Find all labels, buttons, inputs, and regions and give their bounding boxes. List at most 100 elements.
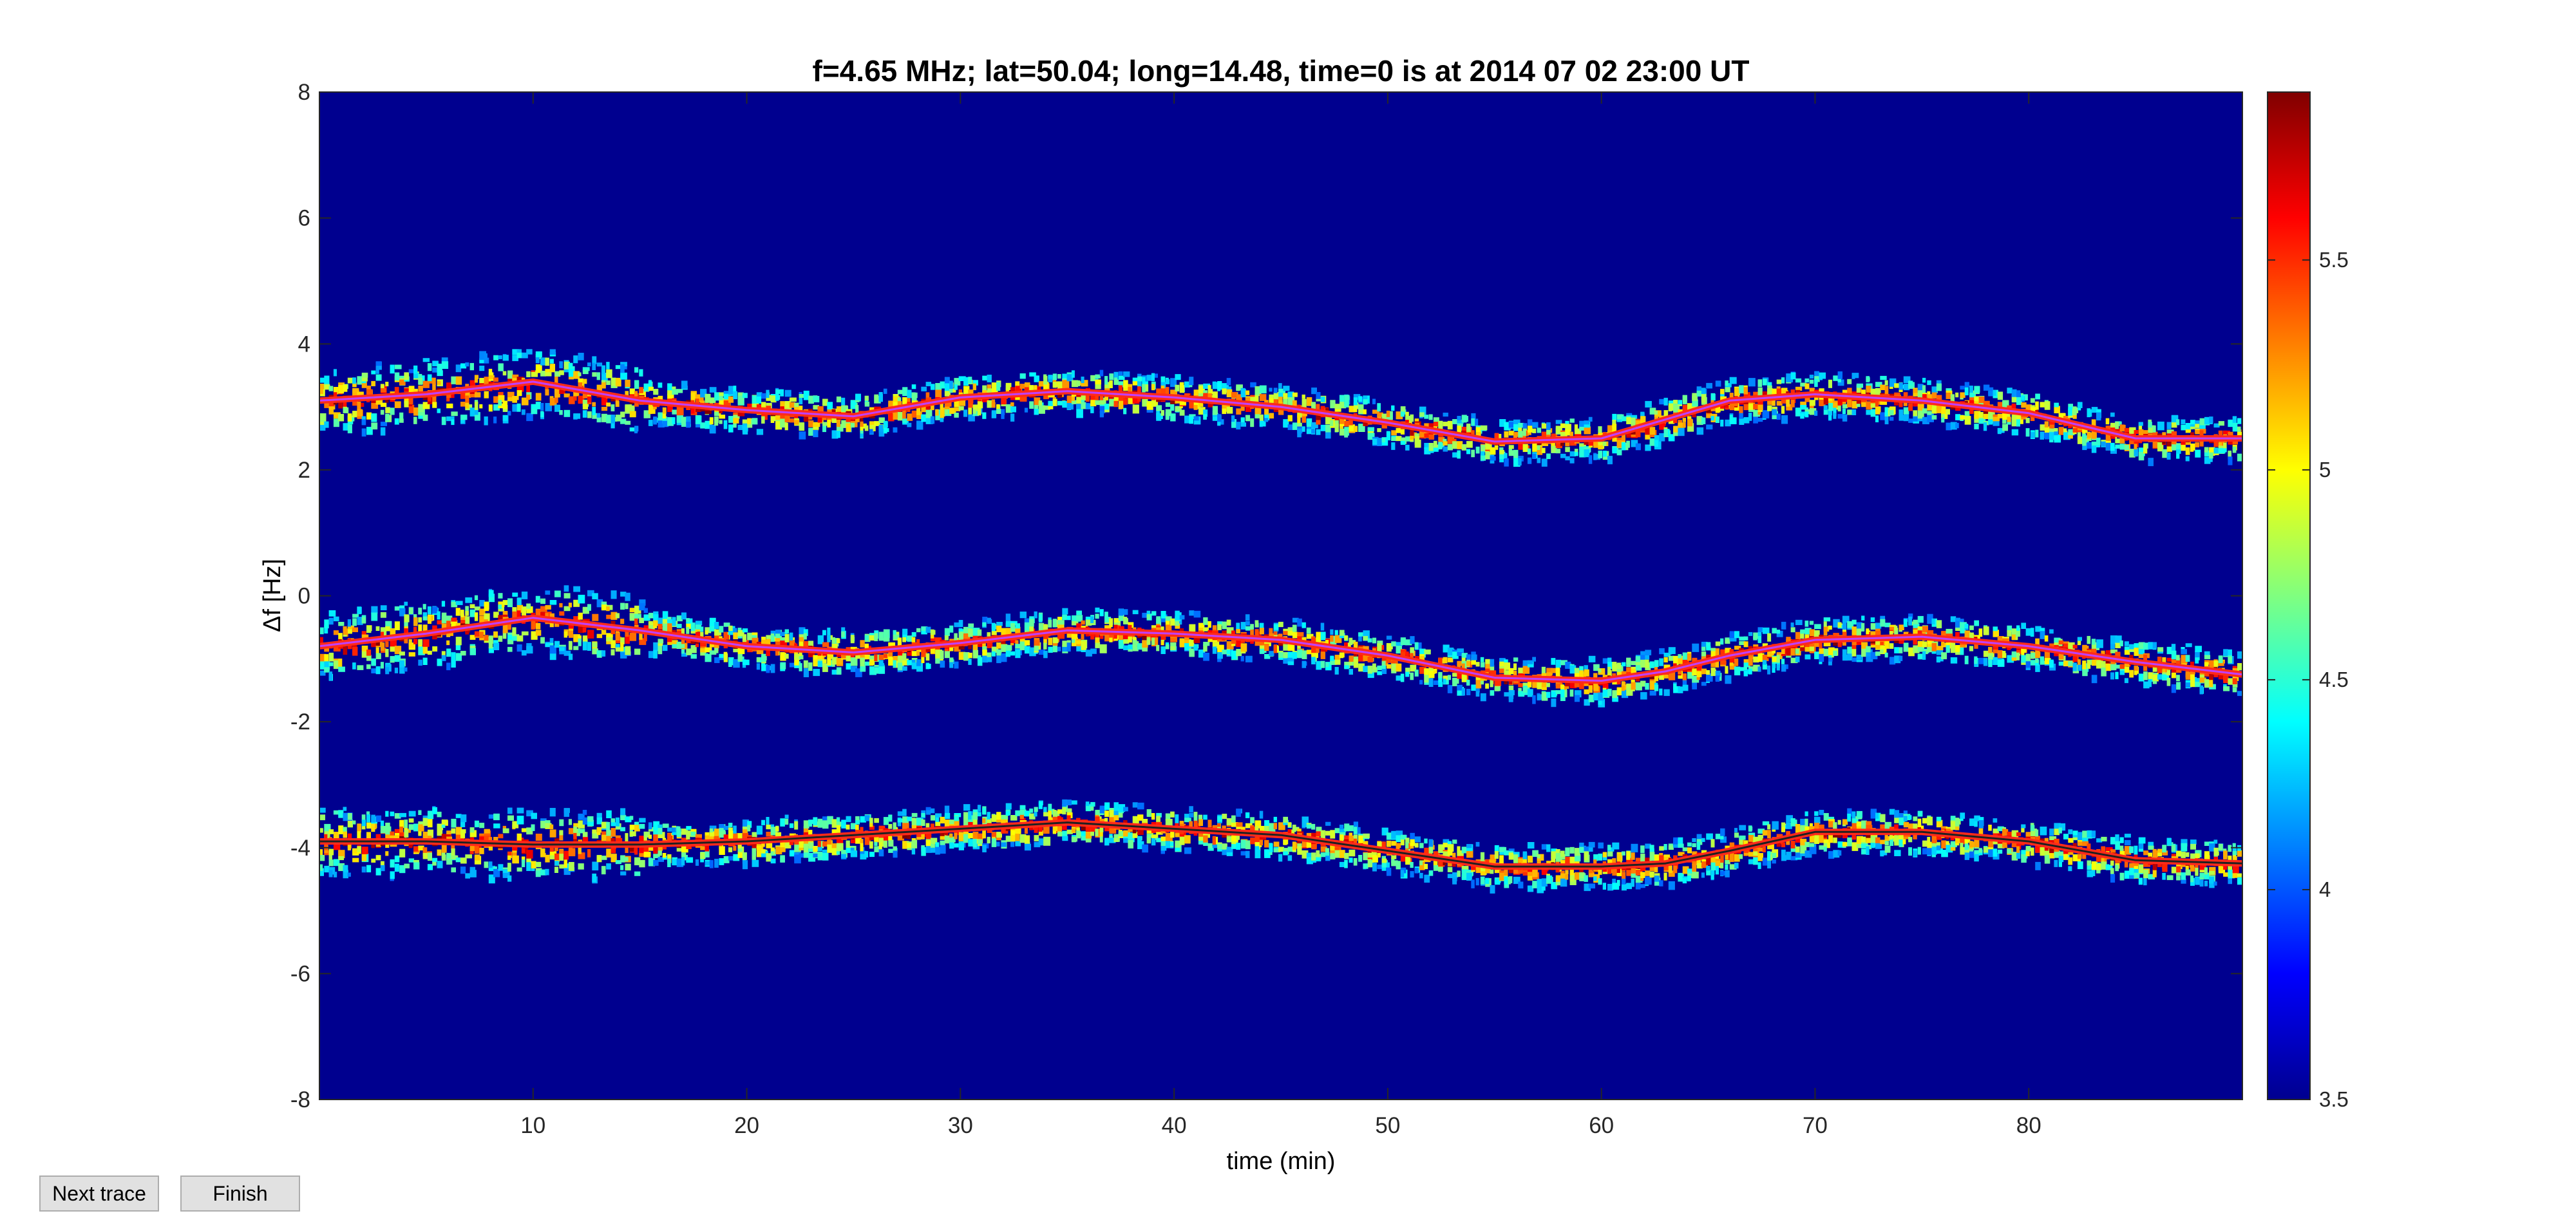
heat-cell: [1005, 628, 1012, 635]
heat-cell: [1616, 449, 1622, 456]
heat-cell: [1363, 409, 1367, 415]
heat-cell: [1645, 427, 1651, 435]
heat-cell: [1748, 653, 1754, 659]
heat-cell: [1222, 650, 1227, 655]
heat-cell: [2228, 456, 2233, 465]
heat-cell: [1123, 407, 1127, 415]
heat-cell: [1010, 651, 1016, 656]
heat-cell: [1156, 388, 1162, 396]
heat-cell: [1410, 664, 1417, 672]
heat-cell: [1490, 447, 1496, 455]
heat-cell: [2082, 438, 2087, 446]
heat-cell: [991, 399, 996, 408]
heat-cell: [1804, 621, 1809, 627]
heat-cell: [380, 642, 385, 651]
heat-cell: [512, 636, 517, 641]
heat-cell: [592, 593, 598, 599]
heat-cell: [695, 621, 703, 626]
heat-cell: [1179, 386, 1185, 393]
heat-cell: [1804, 628, 1812, 635]
heat-cell: [1729, 377, 1737, 384]
heat-cell: [1682, 684, 1689, 691]
heat-cell: [1710, 393, 1716, 400]
heat-cell: [469, 648, 476, 655]
heat-cell: [1527, 457, 1532, 464]
heat-cell: [1287, 391, 1294, 399]
heat-cell: [911, 392, 918, 398]
heat-cell: [1917, 615, 1924, 623]
heat-cell: [1781, 406, 1785, 414]
heat-cell: [1715, 661, 1719, 668]
heat-cell: [2138, 422, 2143, 431]
heat-cell: [1278, 397, 1283, 402]
heat-cell: [2011, 403, 2016, 409]
heat-cell: [1645, 650, 1652, 655]
heat-cell: [1283, 628, 1289, 633]
heat-cell: [1062, 646, 1068, 652]
heat-cell: [502, 415, 508, 421]
heat-cell: [1640, 659, 1645, 668]
heat-cell: [1363, 666, 1368, 672]
heat-cell: [1499, 664, 1506, 672]
heat-cell: [2176, 682, 2181, 690]
heat-cell: [1861, 389, 1866, 398]
heat-cell: [493, 612, 499, 618]
heat-cell: [324, 619, 329, 629]
heat-cell: [366, 655, 372, 661]
heat-cell: [2148, 425, 2155, 433]
heat-cell: [1588, 655, 1596, 662]
heat-cell: [1663, 652, 1671, 657]
heat-cell: [1964, 411, 1970, 420]
heat-cell: [827, 658, 831, 666]
heat-cell: [1443, 675, 1448, 680]
heat-cell: [1847, 652, 1853, 661]
heat-cell: [498, 601, 505, 607]
heat-cell: [1889, 410, 1894, 416]
heat-cell: [1283, 397, 1288, 406]
heat-cell: [864, 654, 870, 660]
heat-cell: [446, 621, 451, 628]
heat-cell: [2021, 655, 2028, 663]
heat-cell: [1823, 395, 1828, 405]
heat-cell: [1555, 426, 1562, 434]
heat-cell: [1005, 621, 1012, 627]
heat-cell: [1443, 446, 1448, 452]
heat-cell: [813, 659, 820, 667]
heat-cell: [2162, 657, 2166, 663]
heat-cell: [2105, 442, 2111, 451]
heat-cell: [1960, 622, 1967, 628]
heat-cell: [1104, 617, 1112, 623]
heat-cell: [681, 612, 687, 620]
heat-cell: [549, 349, 556, 355]
heat-cell: [1273, 388, 1278, 396]
heat-cell: [465, 597, 473, 603]
heat-cell: [733, 632, 738, 639]
heat-cell: [554, 376, 558, 384]
heat-cell: [375, 366, 379, 374]
heat-cell: [634, 367, 639, 373]
heat-cell: [1212, 381, 1217, 386]
heat-cell: [653, 404, 657, 409]
heat-cell: [1391, 436, 1398, 441]
heat-cell: [1381, 669, 1387, 674]
heat-cell: [1311, 388, 1317, 395]
heat-cell: [1814, 624, 1821, 630]
heat-cell: [714, 392, 720, 401]
heat-cell: [1809, 646, 1814, 651]
heat-cell: [1099, 397, 1106, 405]
heat-cell: [1405, 651, 1409, 657]
heat-cell: [1010, 406, 1016, 413]
heat-cell: [601, 413, 607, 422]
heat-cell: [1720, 404, 1725, 409]
heat-cell: [1255, 638, 1262, 646]
heat-cell: [535, 609, 541, 619]
heat-cell: [968, 623, 974, 628]
heat-cell: [658, 646, 663, 655]
heat-cell: [324, 667, 330, 673]
heat-cell: [987, 388, 994, 395]
heat-cell: [925, 626, 931, 633]
heat-cell: [1842, 389, 1849, 395]
heat-cell: [512, 592, 518, 597]
heat-cell: [2040, 402, 2046, 407]
heat-cell: [441, 651, 446, 659]
